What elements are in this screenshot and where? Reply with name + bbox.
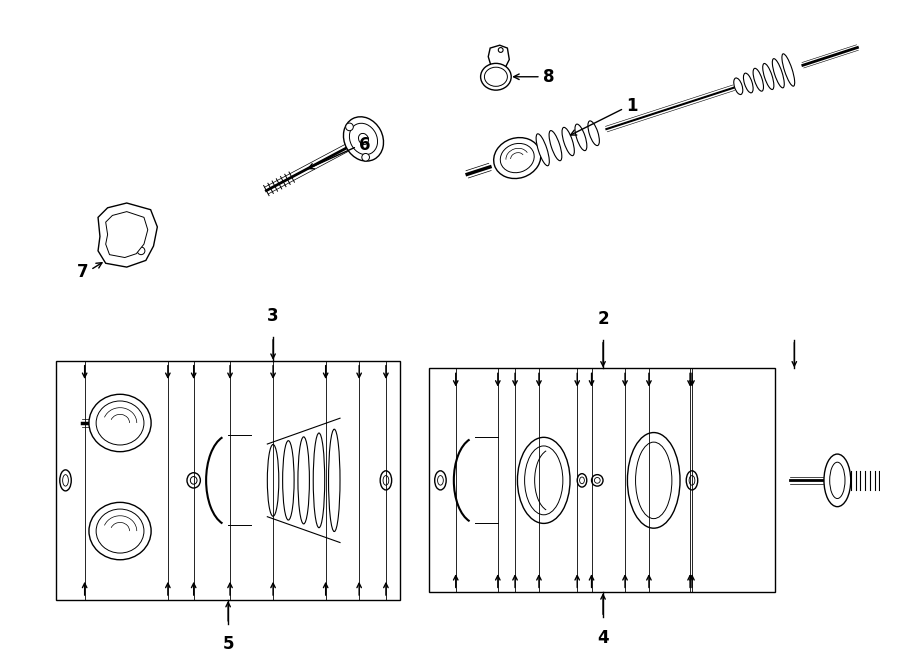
Polygon shape xyxy=(105,212,148,258)
Polygon shape xyxy=(98,203,158,267)
Ellipse shape xyxy=(518,438,570,524)
Text: 6: 6 xyxy=(359,136,371,153)
Ellipse shape xyxy=(686,471,698,490)
Ellipse shape xyxy=(635,442,672,519)
Ellipse shape xyxy=(762,63,774,89)
Ellipse shape xyxy=(283,441,294,520)
Ellipse shape xyxy=(187,473,201,488)
Ellipse shape xyxy=(190,477,197,485)
Circle shape xyxy=(138,247,145,254)
Ellipse shape xyxy=(59,470,71,491)
Ellipse shape xyxy=(358,134,368,145)
Ellipse shape xyxy=(484,67,508,87)
Ellipse shape xyxy=(500,143,535,173)
Bar xyxy=(429,368,775,592)
Ellipse shape xyxy=(689,475,695,485)
Ellipse shape xyxy=(577,474,587,487)
Ellipse shape xyxy=(349,123,378,155)
Ellipse shape xyxy=(549,131,562,161)
Ellipse shape xyxy=(435,471,446,490)
Ellipse shape xyxy=(734,78,742,95)
Ellipse shape xyxy=(63,475,68,486)
Ellipse shape xyxy=(298,437,310,524)
Circle shape xyxy=(362,153,370,161)
Ellipse shape xyxy=(328,429,340,531)
Ellipse shape xyxy=(525,446,562,515)
Ellipse shape xyxy=(580,477,584,484)
Ellipse shape xyxy=(627,432,680,528)
Ellipse shape xyxy=(782,54,795,86)
Ellipse shape xyxy=(437,475,444,485)
Ellipse shape xyxy=(772,59,784,88)
Circle shape xyxy=(594,477,600,483)
Text: 3: 3 xyxy=(267,307,279,325)
Text: 8: 8 xyxy=(543,68,554,86)
Ellipse shape xyxy=(588,121,599,145)
Circle shape xyxy=(499,48,503,52)
Ellipse shape xyxy=(344,117,383,161)
Text: 2: 2 xyxy=(598,310,608,329)
Ellipse shape xyxy=(383,475,389,485)
Text: 1: 1 xyxy=(626,97,637,116)
Ellipse shape xyxy=(380,471,392,490)
Circle shape xyxy=(591,475,603,486)
Circle shape xyxy=(346,123,354,131)
Ellipse shape xyxy=(753,68,763,91)
Ellipse shape xyxy=(562,128,574,156)
Ellipse shape xyxy=(830,462,845,498)
Ellipse shape xyxy=(494,137,541,178)
Ellipse shape xyxy=(743,73,753,93)
Ellipse shape xyxy=(575,124,587,151)
Circle shape xyxy=(115,215,123,223)
Ellipse shape xyxy=(267,444,279,516)
Ellipse shape xyxy=(536,134,549,166)
Ellipse shape xyxy=(89,502,151,560)
Ellipse shape xyxy=(313,433,325,527)
Ellipse shape xyxy=(96,401,144,445)
Ellipse shape xyxy=(824,454,850,507)
Ellipse shape xyxy=(481,63,511,90)
Ellipse shape xyxy=(96,509,144,553)
Bar xyxy=(56,361,400,600)
Polygon shape xyxy=(489,45,509,69)
Text: 5: 5 xyxy=(222,635,234,653)
Ellipse shape xyxy=(89,395,151,451)
Text: 4: 4 xyxy=(598,629,608,646)
Text: 7: 7 xyxy=(76,263,88,281)
